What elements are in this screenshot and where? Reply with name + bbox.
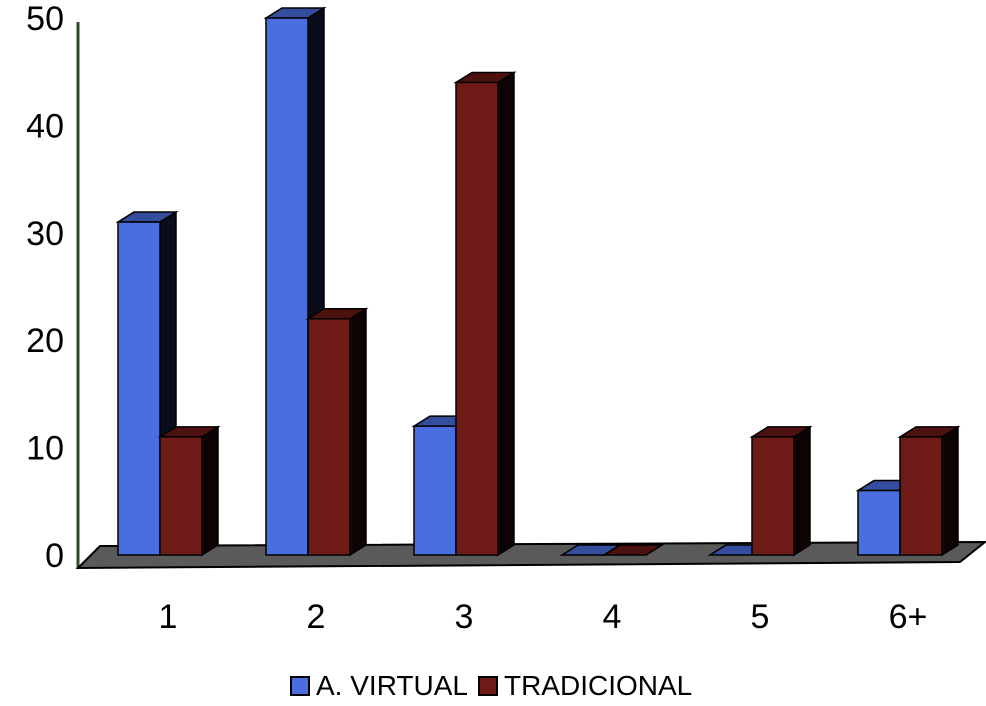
legend-label-tradicional: TRADICIONAL xyxy=(503,670,693,701)
bar-front-face xyxy=(117,221,161,556)
x-tick-label: 6+ xyxy=(889,598,928,636)
bar-side-face xyxy=(201,425,219,557)
x-tick-label: 3 xyxy=(455,598,474,636)
bar-side-face xyxy=(941,425,959,557)
chart-legend: A. VIRTUAL TRADICIONAL xyxy=(290,668,702,704)
y-tick-label: 40 xyxy=(26,107,64,145)
bar-side-face xyxy=(349,307,367,557)
bar-front-face xyxy=(751,436,795,556)
legend-item-virtual: A. VIRTUAL xyxy=(290,670,468,702)
bar-front-face xyxy=(455,81,499,556)
chart-bars xyxy=(115,6,961,557)
bar-tradicional-5 xyxy=(749,425,813,557)
y-tick-label: 30 xyxy=(26,215,64,253)
legend-swatch-tradicional xyxy=(477,676,498,696)
bar-tradicional-3 xyxy=(453,71,517,557)
bar-front-face xyxy=(307,317,351,556)
bar-tradicional-6+ xyxy=(897,425,961,557)
y-tick-labels: 0 10 20 30 40 50 xyxy=(26,0,64,575)
bar-front-face xyxy=(159,436,203,556)
bar-tradicional-1 xyxy=(157,425,221,557)
bar-front-face xyxy=(899,436,943,556)
bar-front-face xyxy=(413,425,457,556)
x-tick-labels: 1 2 3 4 5 6+ xyxy=(159,598,928,636)
x-tick-label: 2 xyxy=(307,598,326,636)
x-tick-label: 5 xyxy=(751,598,770,636)
x-tick-label: 4 xyxy=(603,598,622,636)
bar-side-face xyxy=(793,425,811,557)
bar-front-face xyxy=(265,17,309,556)
y-tick-label: 20 xyxy=(26,322,64,360)
legend-swatch-virtual xyxy=(290,676,310,696)
bar-front-face xyxy=(857,489,901,556)
x-tick-label: 1 xyxy=(159,598,178,636)
legend-label-virtual: A. VIRTUAL xyxy=(316,670,468,701)
y-tick-label: 50 xyxy=(26,0,64,38)
bar-top-face xyxy=(601,544,665,556)
bar-side-face xyxy=(497,71,515,557)
bar-tradicional-4 xyxy=(601,544,665,556)
bar-tradicional-2 xyxy=(305,307,369,557)
legend-item-tradicional: TRADICIONAL xyxy=(477,670,693,702)
y-tick-label: 0 xyxy=(45,537,64,575)
y-tick-label: 10 xyxy=(26,430,64,468)
